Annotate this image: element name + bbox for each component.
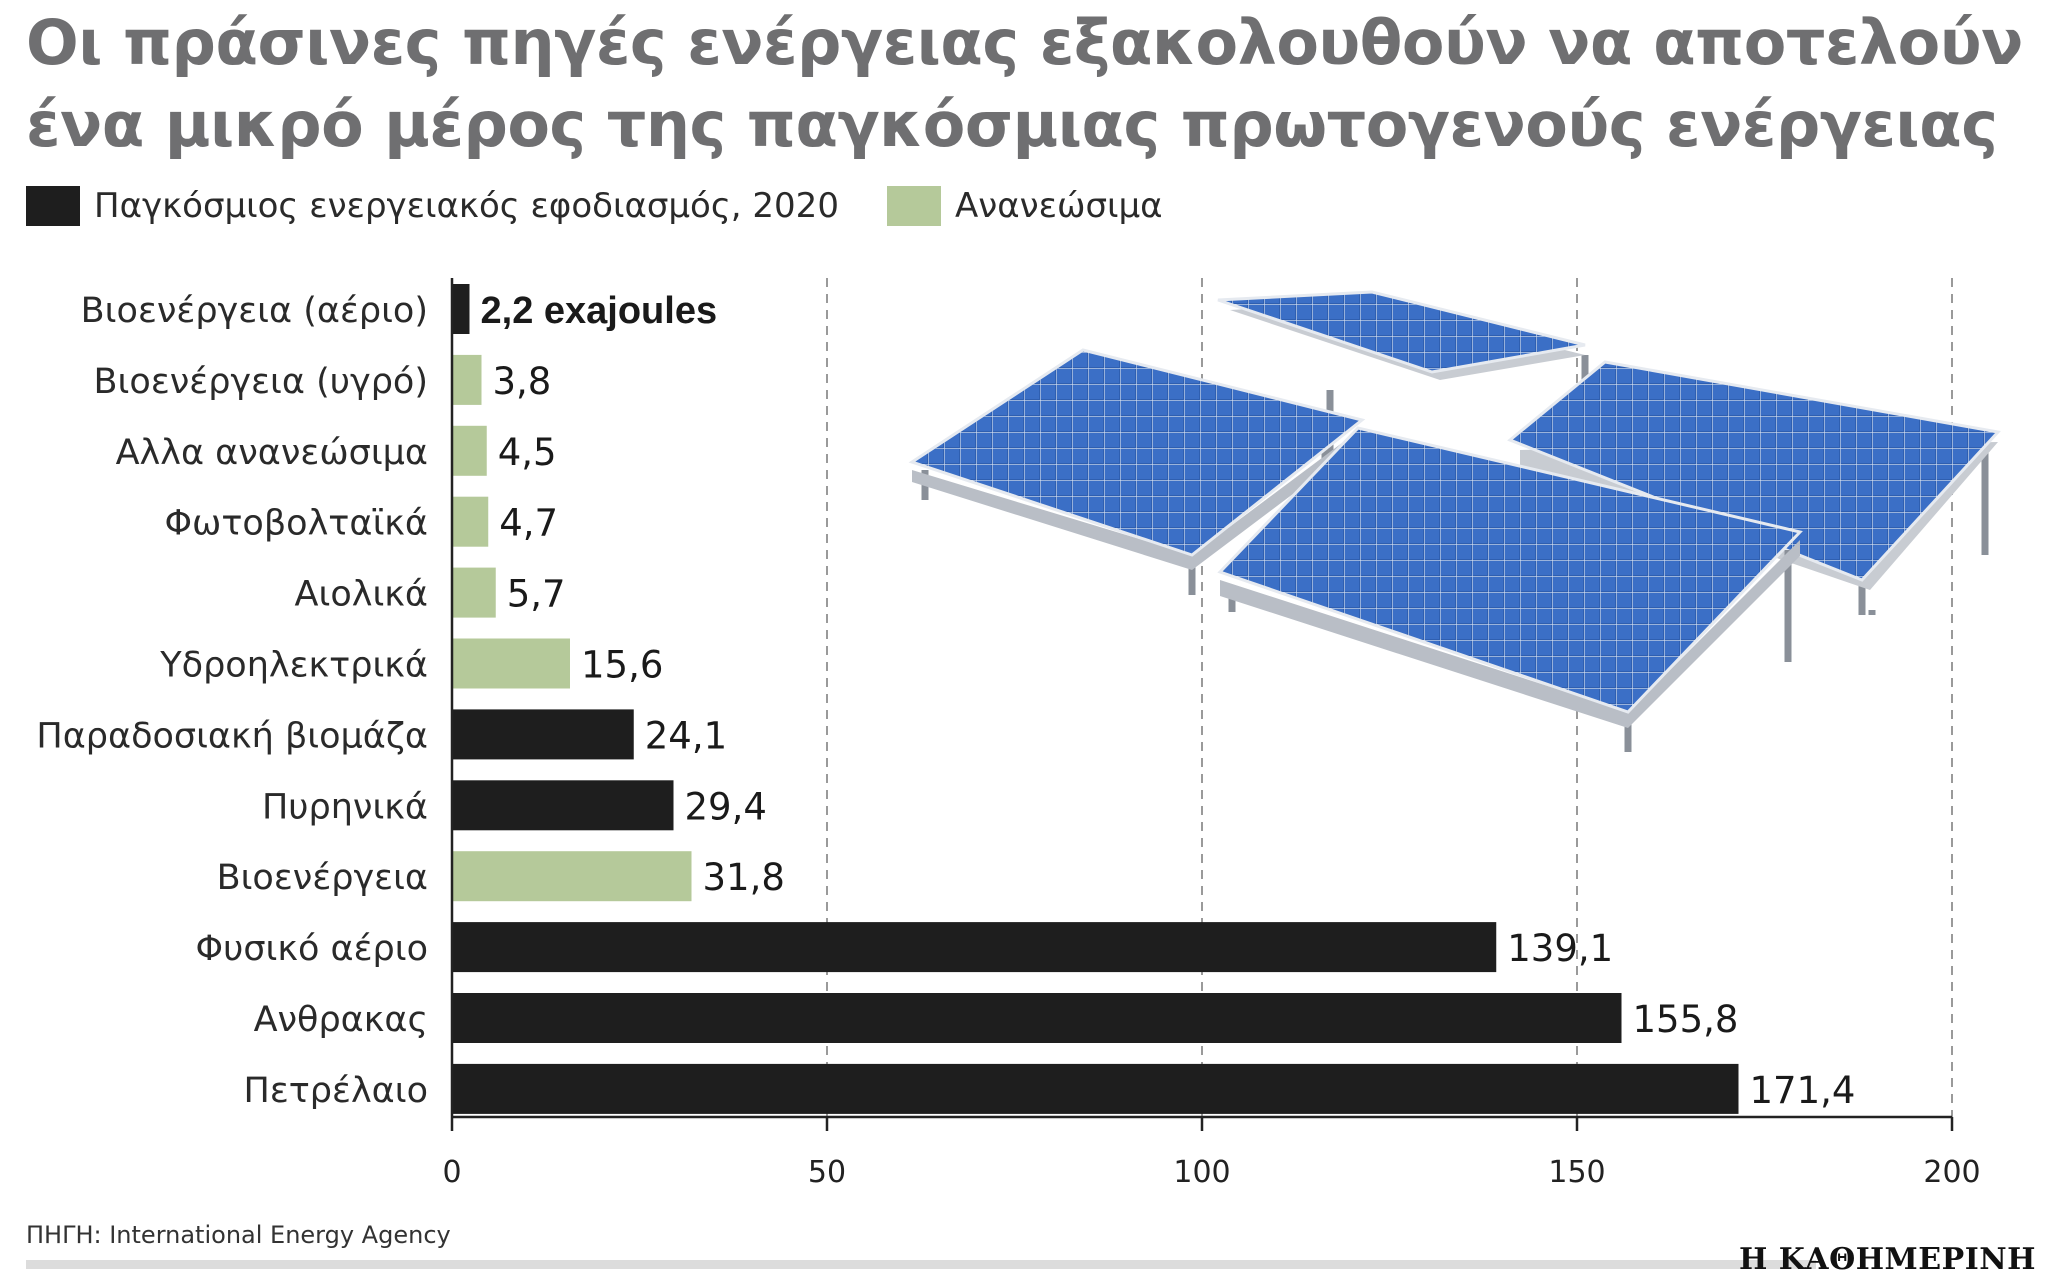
category-label-4: Φωτοβολταϊκά — [165, 504, 429, 544]
solar-panel-back — [1217, 290, 1589, 460]
bar-1 — [453, 284, 470, 334]
bars — [453, 284, 1739, 1114]
bar-5 — [453, 567, 496, 618]
category-label-12: Πετρέλαιο — [244, 1071, 429, 1111]
category-label-11: Ανθρακας — [254, 1000, 428, 1040]
bar-3 — [453, 425, 487, 476]
bar-9 — [453, 851, 692, 902]
value-label-2: 3,8 — [493, 360, 552, 403]
legend-swatch-renewable — [886, 186, 941, 226]
bar-10 — [453, 922, 1497, 973]
category-label-2: Βιοενέργεια (υγρό) — [94, 362, 428, 402]
bottom-rule — [26, 1260, 1816, 1269]
legend-label-supply: Παγκόσμιος ενεργειακός εφοδιασμός, 2020 — [94, 186, 839, 226]
legend-item-supply: Παγκόσμιος ενεργειακός εφοδιασμός, 2020 — [26, 186, 839, 226]
category-label-10: Φυσικό αέριο — [196, 929, 428, 969]
x-tick-label-200: 200 — [1923, 1155, 1980, 1190]
value-label-5: 5,7 — [507, 573, 566, 616]
bar-7 — [453, 709, 634, 760]
value-label-6: 15,6 — [581, 644, 663, 687]
legend: Παγκόσμιος ενεργειακός εφοδιασμός, 2020 … — [26, 185, 1211, 227]
value-label-3: 4,5 — [498, 431, 557, 474]
category-label-6: Υδροηλεκτρικά — [159, 646, 428, 686]
x-axis-ticks: 0 50 100 150 200 — [442, 1117, 1981, 1190]
category-labels: Βιοενέργεια (αέριο) Βιοενέργεια (υγρό) Αλλ… — [36, 291, 428, 1111]
category-label-3: Αλλα ανανεώσιμα — [116, 433, 428, 473]
legend-label-renewable: Ανανεώσιμα — [954, 186, 1163, 226]
value-label-1: 2,2 exajoules — [481, 290, 718, 332]
bar-12 — [453, 1063, 1739, 1114]
value-label-11: 155,8 — [1633, 998, 1739, 1041]
bar-6 — [453, 638, 570, 689]
value-label-4: 4,7 — [499, 502, 558, 545]
solar-panel-right — [1507, 360, 2001, 615]
category-label-8: Πυρηνικά — [262, 787, 428, 827]
bar-2 — [453, 354, 482, 405]
title-line-2: ένα μικρό μέρος της παγκόσμιας πρωτογενο… — [26, 88, 1998, 161]
value-label-9: 31,8 — [703, 856, 785, 899]
x-tick-label-50: 50 — [808, 1155, 846, 1190]
value-labels: 2,2 exajoules 3,8 4,5 4,7 5,7 15,6 24,1 29,4 31,… — [481, 290, 1856, 1112]
category-label-7: Παραδοσιακή βιομάζα — [36, 716, 428, 756]
bar-4 — [453, 496, 489, 547]
category-label-5: Αιολικά — [295, 575, 428, 615]
value-label-7: 24,1 — [645, 714, 727, 757]
solar-panel-front — [1217, 426, 1803, 752]
x-tick-label-150: 150 — [1548, 1155, 1605, 1190]
x-tick-label-100: 100 — [1173, 1155, 1230, 1190]
solar-panel-left — [908, 348, 1366, 595]
title-line-1: Οι πράσινες πηγές ενέργειας εξακολουθούν… — [26, 6, 2023, 79]
value-label-8: 29,4 — [685, 785, 767, 828]
bar-11 — [453, 993, 1622, 1043]
value-label-10: 139,1 — [1507, 927, 1613, 970]
legend-swatch-supply — [26, 186, 80, 226]
publisher-logo: Η ΚΑΘΗΜΕΡΙΝΗ — [1738, 1242, 2036, 1277]
x-tick-label-0: 0 — [442, 1155, 461, 1190]
chart-title: Οι πράσινες πηγές ενέργειας εξακολουθούν… — [26, 2, 2023, 166]
legend-item-renewable: Ανανεώσιμα — [886, 186, 1163, 226]
bar-8 — [453, 780, 674, 831]
category-label-9: Βιοενέργεια — [217, 858, 428, 898]
value-label-12: 171,4 — [1750, 1069, 1856, 1112]
solar-panels-icon — [908, 290, 2001, 752]
category-label-1: Βιοενέργεια (αέριο) — [81, 291, 428, 331]
source-note: ΠΗΓΗ: International Energy Agency — [26, 1221, 451, 1249]
